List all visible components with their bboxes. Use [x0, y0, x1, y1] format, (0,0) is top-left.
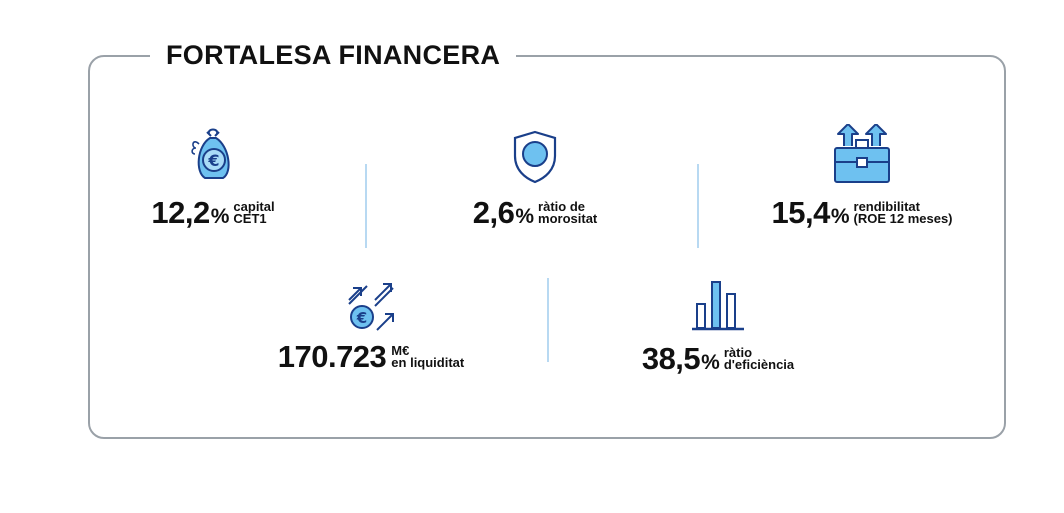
stat-value: 170.723	[277, 339, 387, 374]
stat-cet1: € 12,2 % capital CET1	[138, 124, 288, 228]
stat-unit: %	[830, 205, 850, 228]
stat-label-line1: ràtio de	[538, 199, 585, 214]
stat-label: M€ en liquiditat	[391, 343, 465, 372]
stat-value: 15,4	[771, 195, 830, 230]
stat-eficiencia: 38,5 % ràtio d'eficiència	[628, 278, 808, 374]
stat-label-line2: CET1	[233, 211, 267, 226]
stat-unit: %	[515, 205, 535, 228]
stat-morositat: 2,6 % ràtio de morositat	[455, 128, 615, 228]
stat-label-line2: d'eficiència	[723, 357, 795, 372]
stat-label-line2: en liquiditat	[391, 355, 465, 370]
stat-value: 12,2	[151, 195, 210, 230]
svg-text:€: €	[356, 309, 367, 327]
divider	[365, 164, 367, 248]
stat-label-line2: morositat	[538, 211, 598, 226]
svg-text:€: €	[207, 151, 219, 170]
stat-label-line2: (ROE 12 meses)	[853, 211, 953, 226]
stat-unit: %	[701, 351, 720, 374]
stat-label-line1: ràtio	[723, 345, 753, 360]
stat-value: 2,6	[472, 195, 515, 230]
stat-label: capital CET1	[233, 199, 275, 228]
divider	[697, 164, 699, 248]
stat-label: ràtio d'eficiència	[723, 345, 795, 374]
stat-unit: %	[210, 205, 230, 228]
money-bag-euro-icon: €	[191, 128, 230, 179]
divider	[547, 278, 549, 362]
section-title: FORTALESA FINANCERA	[150, 36, 517, 74]
stat-label: ràtio de morositat	[538, 199, 598, 228]
stat-label-line1: capital	[233, 199, 275, 214]
stat-roe: 15,4 % rendibilitat (ROE 12 meses)	[762, 124, 962, 228]
bar-chart-icon	[692, 281, 744, 331]
euro-arrows-icon: €	[348, 283, 394, 331]
stat-label: rendibilitat (ROE 12 meses)	[853, 199, 953, 228]
stat-value: 38,5	[641, 341, 701, 376]
stat-liquiditat: € 170.723 M€ en liquiditat	[262, 282, 480, 372]
stat-label-line1: M€	[391, 343, 410, 358]
card-frame	[88, 55, 1006, 439]
shield-icon	[513, 130, 557, 184]
briefcase-growth-icon	[834, 124, 890, 183]
stat-label-line1: rendibilitat	[853, 199, 920, 214]
